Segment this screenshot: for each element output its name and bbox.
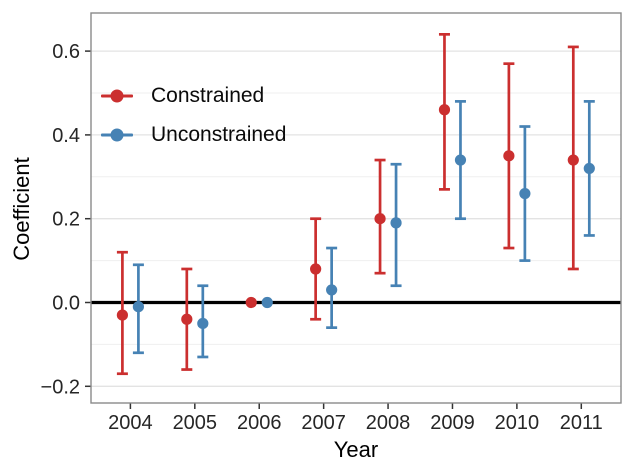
x-tick-label: 2005 — [173, 412, 218, 434]
point-constrained-2009 — [438, 104, 451, 116]
legend-label-constrained: Constrained — [151, 84, 265, 107]
point-constrained-2006 — [245, 296, 257, 309]
legend-label-unconstrained: Unconstrained — [151, 123, 287, 146]
point-constrained-2007 — [310, 263, 322, 275]
y-tick-label: −0.2 — [41, 376, 80, 398]
x-tick-label: 2011 — [560, 412, 603, 434]
x-axis-title: Year — [333, 437, 379, 462]
panel-background — [91, 13, 621, 403]
series-unconstrained — [132, 100, 595, 359]
legend: Constrained Unconstrained — [99, 81, 286, 159]
point-constrained-2005 — [181, 313, 193, 325]
point-unconstrained-2010 — [519, 187, 531, 200]
point-unconstrained-2011 — [583, 162, 595, 175]
legend-item-constrained: Constrained — [99, 81, 286, 110]
panel-border — [90, 12, 622, 404]
x-tick-label: 2006 — [237, 412, 282, 434]
point-unconstrained-2009 — [454, 154, 467, 166]
x-tick-label: 2008 — [366, 412, 411, 434]
x-tick-label: 2010 — [495, 412, 540, 434]
x-tick-label: 2009 — [430, 412, 475, 434]
point-unconstrained-2004 — [132, 301, 144, 313]
point-unconstrained-2005 — [197, 317, 209, 330]
y-tick-label: 0.6 — [52, 41, 80, 63]
unconstrained-pointrange-key-icon — [99, 120, 135, 149]
y-tick-label: 0.2 — [52, 209, 80, 231]
series-constrained — [116, 32, 579, 376]
y-axis-title: Coefficient — [9, 157, 34, 261]
point-unconstrained-2008 — [390, 217, 402, 229]
y-tick-label: 0.4 — [52, 125, 80, 147]
legend-item-unconstrained: Unconstrained — [99, 120, 286, 149]
point-constrained-2004 — [116, 309, 128, 321]
point-constrained-2010 — [503, 150, 515, 162]
point-unconstrained-2006 — [261, 296, 273, 309]
x-tick-label: 2004 — [108, 412, 153, 434]
constrained-pointrange-key-icon — [99, 81, 135, 110]
point-constrained-2008 — [374, 213, 386, 225]
point-unconstrained-2007 — [326, 284, 338, 296]
point-constrained-2011 — [567, 154, 579, 166]
y-tick-label: 0.0 — [52, 293, 80, 315]
x-tick-label: 2007 — [301, 412, 346, 434]
